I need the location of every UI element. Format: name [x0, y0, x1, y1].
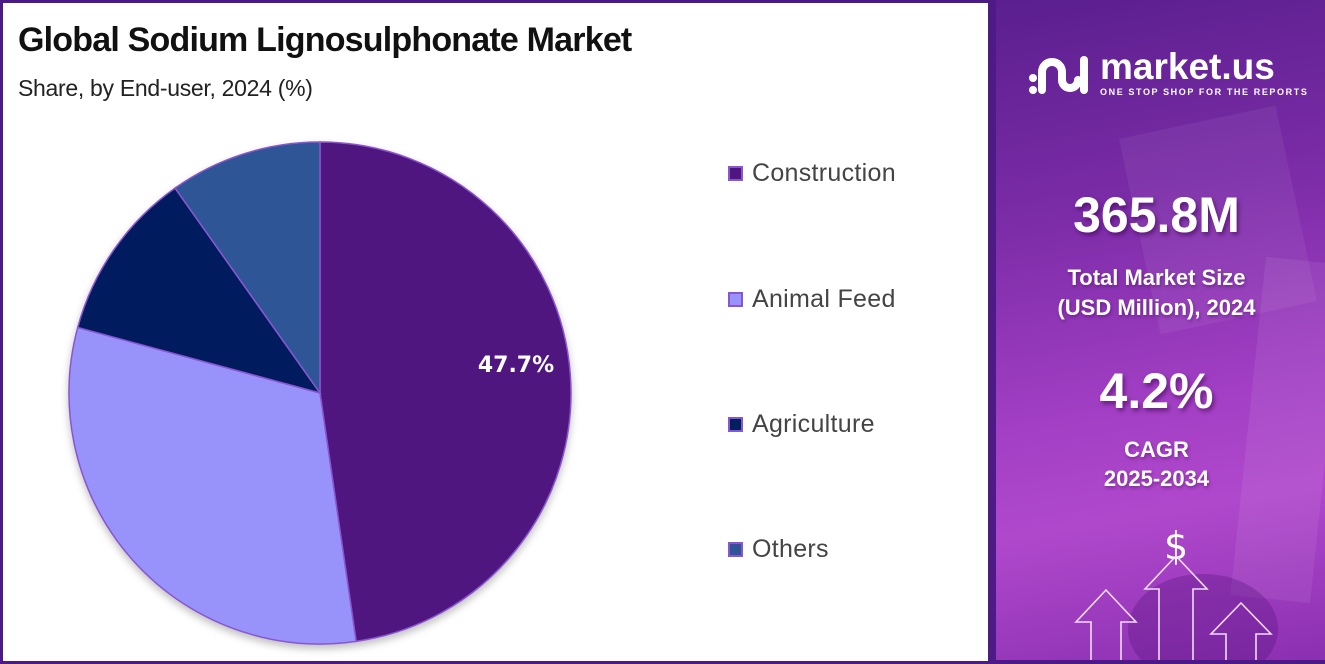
panel-edge	[988, 0, 996, 664]
slice-agriculture	[76, 187, 322, 395]
dollar-sign-icon: $	[1164, 524, 1189, 568]
chart-title: Global Sodium Lignosulphonate Market	[18, 21, 632, 59]
cagr-label: CAGR	[1124, 437, 1189, 462]
legend-item-agriculture: Agriculture	[728, 410, 875, 439]
legend-item-construction: Construction	[728, 159, 896, 188]
slice-others	[173, 141, 321, 396]
legend-label: Others	[752, 535, 829, 563]
market-us-logo-icon	[1029, 56, 1088, 94]
slice-construction	[319, 141, 572, 643]
brand-tagline: ONE STOP SHOP FOR THE REPORTS	[1100, 87, 1309, 97]
legend-swatch	[728, 292, 743, 307]
cagr-value: 4.2%	[1099, 363, 1214, 419]
brand-name: market.us	[1100, 46, 1275, 87]
slice-animal-feed	[68, 326, 357, 645]
legend-label: Animal Feed	[752, 285, 896, 313]
growth-arrows-icon	[1074, 554, 1273, 664]
legend-label: Agriculture	[752, 410, 875, 438]
cagr-period: 2025-2034	[1103, 466, 1210, 491]
legend-label: Construction	[752, 159, 896, 187]
slice-label-construction: 47.7%	[478, 353, 554, 378]
panel-bottom-border	[988, 660, 1325, 664]
pie-chart: 47.7%	[68, 141, 572, 645]
legend-swatch	[728, 166, 743, 181]
legend-item-others: Others	[728, 535, 829, 564]
market-size-value: 365.8M	[1073, 187, 1240, 243]
summary-panel: market.us ONE STOP SHOP FOR THE REPORTS …	[988, 0, 1325, 664]
market-size-label-line1: Total Market Size	[1067, 265, 1246, 290]
legend-swatch	[728, 542, 743, 557]
chart-subtitle: Share, by End-user, 2024 (%)	[18, 75, 313, 101]
market-size-label-line2: (USD Million), 2024	[1057, 295, 1256, 320]
legend-item-animal-feed: Animal Feed	[728, 285, 896, 314]
brand-logo: market.us ONE STOP SHOP FOR THE REPORTS	[1028, 48, 1308, 98]
legend-swatch	[728, 417, 743, 432]
